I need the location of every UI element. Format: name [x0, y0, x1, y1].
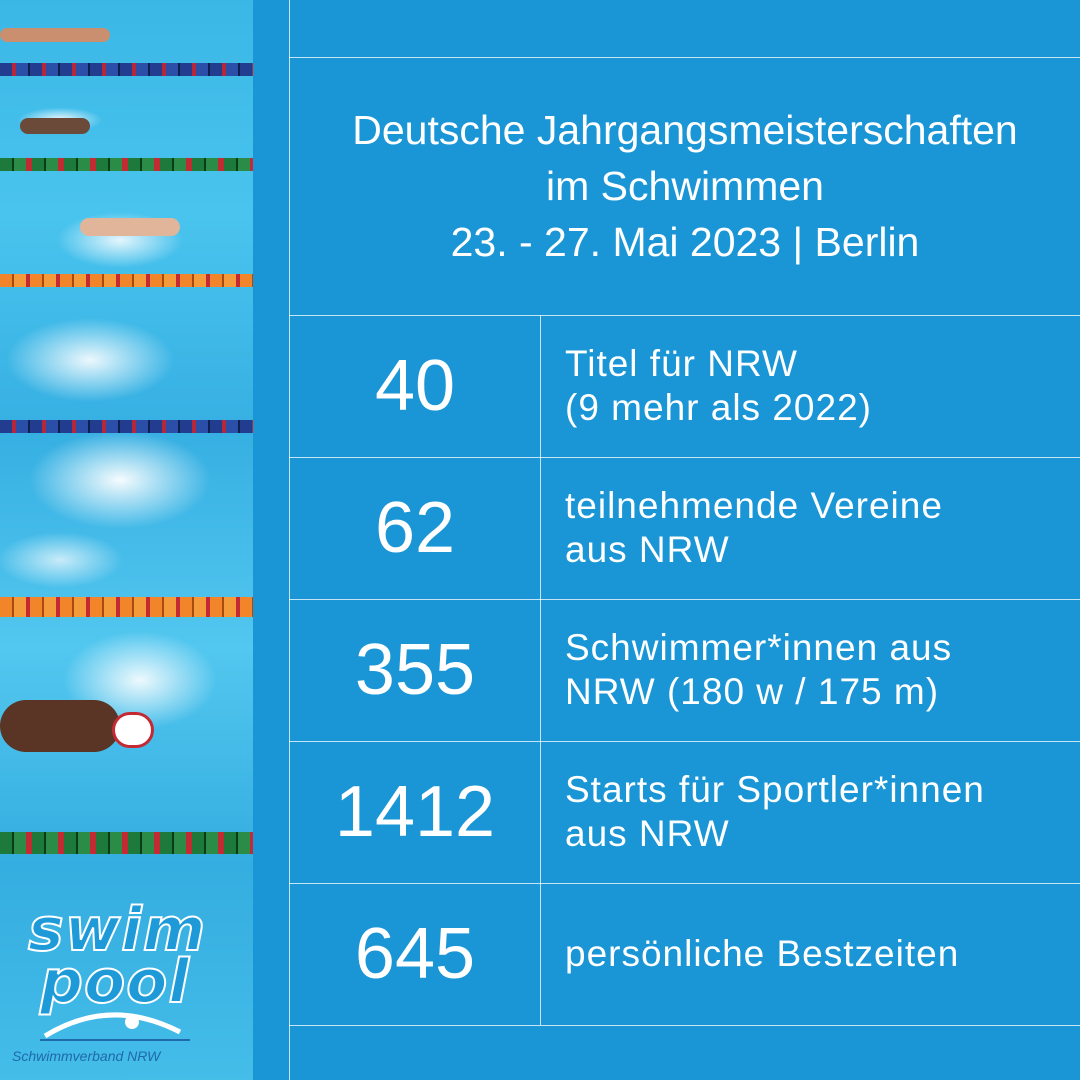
- lane-rope: [0, 420, 253, 433]
- stat-description: Starts für Sportler*innen aus NRW: [565, 741, 1075, 883]
- row-divider: [289, 57, 1080, 58]
- stat-row: 355 Schwimmer*innen aus NRW (180 w / 175…: [290, 599, 1080, 741]
- lane-rope: [0, 274, 253, 287]
- event-date-location: 23. - 27. Mai 2023 | Berlin: [450, 219, 920, 265]
- stat-value: 355: [354, 630, 476, 710]
- stat-value: 1412: [334, 772, 496, 852]
- stat-label-line2: aus NRW: [565, 529, 730, 570]
- lane-rope: [0, 832, 253, 854]
- event-subtitle: im Schwimmen: [546, 163, 824, 209]
- logo-word-pool: pool: [39, 947, 190, 1017]
- event-header: Deutsche Jahrgangsmeisterschaften im Sch…: [290, 57, 1080, 315]
- lane-rope: [0, 158, 253, 171]
- stat-value: 62: [374, 488, 456, 568]
- stat-row: 62 teilnehmende Vereine aus NRW: [290, 457, 1080, 599]
- swimmer: [20, 118, 90, 134]
- swimmer: [0, 28, 110, 42]
- row-divider: [289, 599, 1080, 600]
- row-divider: [289, 457, 1080, 458]
- row-divider: [289, 741, 1080, 742]
- swim-cap: [112, 712, 154, 748]
- swimmer: [0, 700, 120, 752]
- event-title: Deutsche Jahrgangsmeisterschaften: [352, 107, 1018, 153]
- stat-label-line1: teilnehmende Vereine: [565, 485, 943, 526]
- stat-label-line2: aus NRW: [565, 813, 730, 854]
- stat-label-line2: (9 mehr als 2022): [565, 387, 872, 428]
- stat-row: 1412 Starts für Sportler*innen aus NRW: [290, 741, 1080, 883]
- stat-label-line1: Titel für NRW: [565, 343, 798, 384]
- stat-label-line2: NRW (180 w / 175 m): [565, 671, 940, 712]
- swimmer: [80, 218, 180, 236]
- pool-photo: swim pool Schwimmverband NRW: [0, 0, 253, 1080]
- row-divider: [289, 315, 1080, 316]
- row-divider: [289, 1025, 1080, 1026]
- swimmer-wave-icon: [40, 1012, 190, 1041]
- logo-subtitle: Schwimmverband NRW: [12, 1048, 161, 1064]
- stat-row: 40 Titel für NRW (9 mehr als 2022): [290, 315, 1080, 457]
- stat-label-line1: persönliche Bestzeiten: [565, 933, 960, 974]
- stat-description: Titel für NRW (9 mehr als 2022): [565, 315, 1075, 457]
- lane-rope: [0, 597, 253, 617]
- stat-label-line1: Schwimmer*innen aus: [565, 627, 953, 668]
- stat-description: teilnehmende Vereine aus NRW: [565, 457, 1075, 599]
- stat-label-line1: Starts für Sportler*innen: [565, 769, 985, 810]
- logo-word-swim: swim: [27, 895, 207, 965]
- stat-row: 645 persönliche Bestzeiten: [290, 883, 1080, 1025]
- stat-description: Schwimmer*innen aus NRW (180 w / 175 m): [565, 599, 1075, 741]
- stats-panel: [253, 0, 1080, 1080]
- swimpool-logo: swim pool Schwimmverband NRW: [10, 895, 250, 1075]
- stat-description: persönliche Bestzeiten: [565, 883, 1075, 1025]
- table-border: [289, 0, 290, 1080]
- stat-value: 645: [354, 914, 476, 994]
- row-divider: [289, 883, 1080, 884]
- stat-value: 40: [374, 346, 456, 426]
- lane-rope: [0, 63, 253, 76]
- column-divider: [540, 315, 541, 1025]
